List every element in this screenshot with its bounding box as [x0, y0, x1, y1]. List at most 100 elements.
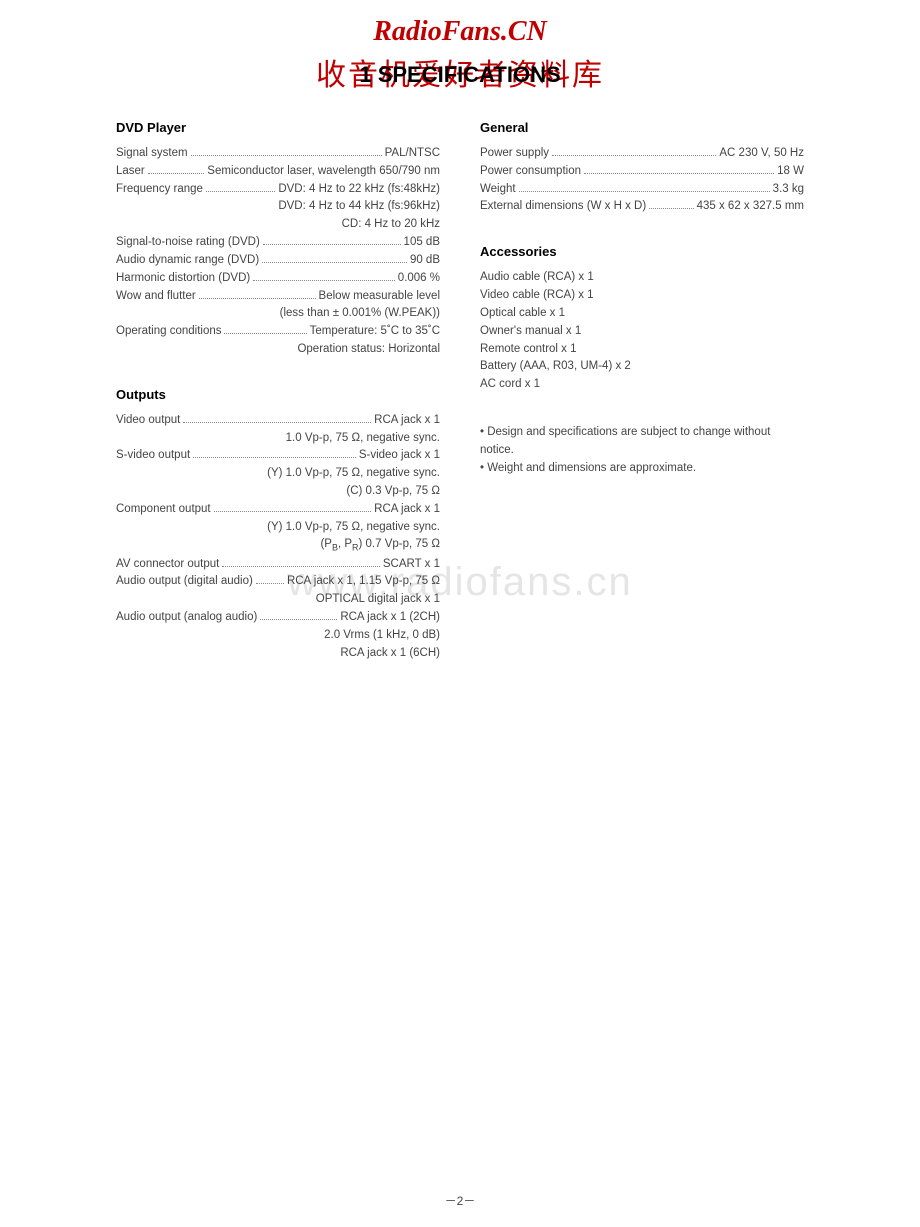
spec-dots [222, 566, 380, 567]
spec-value: 0.006 % [398, 270, 440, 288]
spec-value: 3.3 kg [773, 181, 804, 199]
spec-continuation: (PB, PR) 0.7 Vp-p, 75 Ω [116, 536, 440, 555]
spec-value: SCART x 1 [383, 556, 440, 574]
spec-continuation: DVD: 4 Hz to 44 kHz (fs:96kHz) [116, 198, 440, 216]
accessory-item: Owner's manual x 1 [480, 323, 804, 341]
section-outputs: Outputs Video outputRCA jack x 11.0 Vp-p… [116, 387, 440, 663]
spec-row: Wow and flutter Below measurable level [116, 288, 440, 306]
spec-label: Audio output (analog audio) [116, 609, 257, 627]
note-item: • Weight and dimensions are approximate. [480, 460, 804, 478]
spec-value: 90 dB [410, 252, 440, 270]
accessory-item: AC cord x 1 [480, 376, 804, 394]
section-title: Accessories [480, 244, 804, 259]
spec-continuation: (less than ± 0.001% (W.PEAK)) [116, 305, 440, 323]
section-general: General Power supplyAC 230 V, 50 HzPower… [480, 120, 804, 216]
section-accessories: Accessories Audio cable (RCA) x 1Video c… [480, 244, 804, 394]
spec-label: S-video output [116, 447, 190, 465]
spec-continuation: RCA jack x 1 (6CH) [116, 645, 440, 663]
spec-label: Operating conditions [116, 323, 221, 341]
spec-row: Signal-to-noise rating (DVD)105 dB [116, 234, 440, 252]
section-title: Outputs [116, 387, 440, 402]
spec-label: Signal-to-noise rating (DVD) [116, 234, 260, 252]
spec-continuation: (C) 0.3 Vp-p, 75 Ω [116, 483, 440, 501]
notes: • Design and specifications are subject … [480, 424, 804, 477]
spec-dots [199, 298, 316, 299]
spec-value: AC 230 V, 50 Hz [719, 145, 804, 163]
spec-row: Signal system PAL/NTSC [116, 145, 440, 163]
note-item: • Design and specifications are subject … [480, 424, 804, 460]
spec-label: Signal system [116, 145, 188, 163]
spec-row: Component output RCA jack x 1 [116, 501, 440, 519]
spec-label: Component output [116, 501, 211, 519]
spec-row: Audio output (analog audio)RCA jack x 1 … [116, 609, 440, 627]
accessory-item: Audio cable (RCA) x 1 [480, 269, 804, 287]
spec-dots [183, 422, 371, 423]
spec-label: Audio dynamic range (DVD) [116, 252, 259, 270]
spec-row: Audio dynamic range (DVD) 90 dB [116, 252, 440, 270]
spec-value: Semiconductor laser, wavelength 650/790 … [207, 163, 440, 181]
spec-value: RCA jack x 1 [374, 501, 440, 519]
spec-row: Frequency range DVD: 4 Hz to 22 kHz (fs:4… [116, 181, 440, 199]
spec-label: Video output [116, 412, 180, 430]
accessory-item: Optical cable x 1 [480, 305, 804, 323]
spec-dots [584, 173, 774, 174]
spec-dots [224, 333, 306, 334]
spec-value: 18 W [777, 163, 804, 181]
spec-row: AV connector output SCART x 1 [116, 556, 440, 574]
spec-value: RCA jack x 1 [374, 412, 440, 430]
spec-value: DVD: 4 Hz to 22 kHz (fs:48kHz) [278, 181, 440, 199]
watermark-top: RadioFans.CN [0, 16, 920, 48]
spec-label: Audio output (digital audio) [116, 573, 253, 591]
spec-value: PAL/NTSC [385, 145, 440, 163]
spec-row: Power supply AC 230 V, 50 Hz [480, 145, 804, 163]
spec-row: Harmonic distortion (DVD)0.006 % [116, 270, 440, 288]
spec-row: Video output RCA jack x 1 [116, 412, 440, 430]
spec-dots [263, 244, 401, 245]
spec-row: Power consumption 18 W [480, 163, 804, 181]
accessory-item: Battery (AAA, R03, UM-4) x 2 [480, 358, 804, 376]
spec-dots [552, 155, 716, 156]
spec-dots [193, 457, 356, 458]
spec-dots [253, 280, 395, 281]
spec-value: Below measurable level [319, 288, 440, 306]
page-title: 1 SPECIFICATIONS [0, 62, 920, 88]
spec-continuation: CD: 4 Hz to 20 kHz [116, 216, 440, 234]
right-column: General Power supplyAC 230 V, 50 HzPower… [480, 120, 804, 663]
spec-dots [649, 208, 693, 209]
section-title: General [480, 120, 804, 135]
spec-value: RCA jack x 1, 1.15 Vp-p, 75 Ω [287, 573, 440, 591]
spec-value: 435 x 62 x 327.5 mm [697, 198, 804, 216]
spec-continuation: 2.0 Vrms (1 kHz, 0 dB) [116, 627, 440, 645]
accessory-item: Video cable (RCA) x 1 [480, 287, 804, 305]
spec-row: Audio output (digital audio) RCA jack x 1… [116, 573, 440, 591]
spec-value: S-video jack x 1 [359, 447, 440, 465]
spec-continuation: 1.0 Vp-p, 75 Ω, negative sync. [116, 430, 440, 448]
left-column: DVD Player Signal systemPAL/NTSCLaserSem… [116, 120, 440, 663]
spec-dots [519, 191, 770, 192]
spec-label: Wow and flutter [116, 288, 196, 306]
spec-label: Laser [116, 163, 145, 181]
spec-continuation: OPTICAL digital jack x 1 [116, 591, 440, 609]
spec-row: S-video output S-video jack x 1 [116, 447, 440, 465]
spec-label: Power consumption [480, 163, 581, 181]
spec-dots [191, 155, 382, 156]
spec-row: External dimensions (W x H x D)435 x 62 … [480, 198, 804, 216]
spec-continuation: Operation status: Horizontal [116, 341, 440, 359]
spec-label: Frequency range [116, 181, 203, 199]
spec-continuation: (Y) 1.0 Vp-p, 75 Ω, negative sync. [116, 519, 440, 537]
section-dvd-player: DVD Player Signal systemPAL/NTSCLaserSem… [116, 120, 440, 359]
spec-row: Operating conditions Temperature: 5˚C to … [116, 323, 440, 341]
spec-dots [256, 583, 284, 584]
spec-row: Laser Semiconductor laser, wavelength 650… [116, 163, 440, 181]
spec-label: AV connector output [116, 556, 219, 574]
spec-dots [260, 619, 337, 620]
spec-dots [214, 511, 372, 512]
spec-continuation: (Y) 1.0 Vp-p, 75 Ω, negative sync. [116, 465, 440, 483]
spec-value: Temperature: 5˚C to 35˚C [310, 323, 440, 341]
spec-dots [262, 262, 407, 263]
page-number: －2－ [0, 1192, 920, 1209]
spec-dots [148, 173, 205, 174]
spec-row: Weight3.3 kg [480, 181, 804, 199]
spec-label: Power supply [480, 145, 549, 163]
content-area: DVD Player Signal systemPAL/NTSCLaserSem… [0, 120, 920, 663]
